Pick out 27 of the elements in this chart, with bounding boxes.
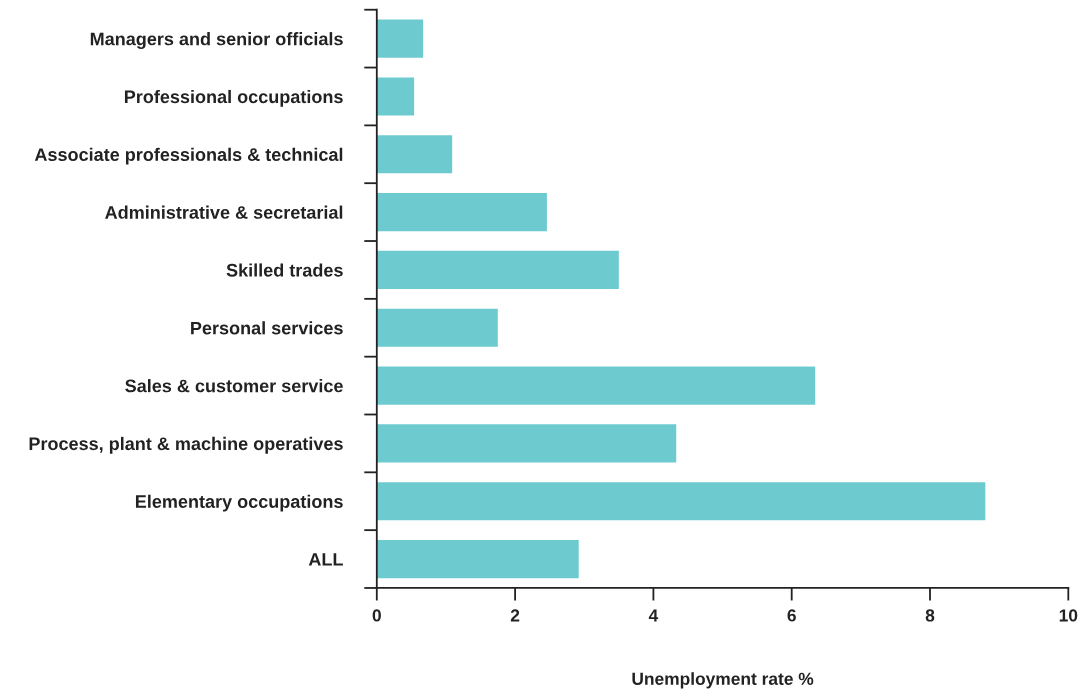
x-tick-label: 0 [372, 609, 381, 622]
x-axis-title: Unemployment rate % [632, 672, 814, 689]
bar [376, 482, 986, 521]
bar [376, 366, 816, 405]
bar [376, 77, 415, 116]
bar [376, 250, 619, 290]
y-tick-label: Elementary occupations [135, 494, 343, 512]
x-tick-label: 8 [925, 609, 935, 622]
y-tick-label: Administrative & secretarial [105, 205, 343, 219]
x-tick-label: 10 [1059, 609, 1078, 622]
y-tick-label: Process, plant & machine operatives [29, 436, 343, 454]
bar [376, 19, 424, 58]
y-tick-label: ALL [308, 553, 343, 566]
x-tick-label: 2 [510, 609, 520, 622]
y-tick-label: Managers and senior officials [90, 32, 343, 50]
y-tick-label: Professional occupations [124, 89, 343, 107]
y-tick-label: Sales & customer service [125, 379, 343, 393]
bar [376, 135, 453, 174]
x-tick-label: 6 [787, 609, 796, 622]
y-tick-label: Skilled trades [226, 263, 343, 277]
y-tick-label: Associate professionals & technical [34, 147, 343, 165]
bar [376, 539, 579, 579]
bar [376, 424, 677, 463]
bar [376, 193, 547, 232]
x-tick-label: 4 [648, 609, 659, 622]
y-tick-label: Personal services [191, 321, 343, 335]
bar [376, 308, 498, 347]
